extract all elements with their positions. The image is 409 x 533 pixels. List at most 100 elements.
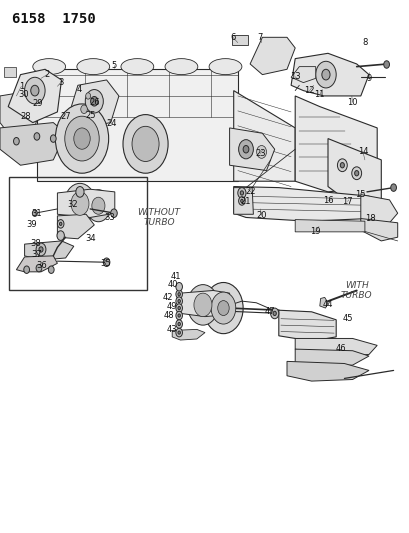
Text: 6: 6 — [229, 33, 235, 42]
Text: 41: 41 — [170, 272, 180, 280]
Circle shape — [217, 301, 229, 316]
Text: 40: 40 — [167, 280, 178, 289]
Text: 20: 20 — [256, 211, 266, 220]
Polygon shape — [37, 69, 237, 181]
Text: 8: 8 — [361, 38, 367, 47]
Polygon shape — [294, 220, 364, 232]
Text: 18: 18 — [364, 214, 375, 223]
Text: 35: 35 — [100, 259, 111, 268]
Text: 45: 45 — [342, 314, 352, 323]
Circle shape — [74, 128, 90, 149]
Circle shape — [178, 322, 180, 326]
Circle shape — [132, 126, 159, 161]
Polygon shape — [4, 67, 16, 77]
Circle shape — [175, 297, 182, 305]
Text: 6158  1750: 6158 1750 — [12, 12, 96, 26]
Text: 44: 44 — [322, 301, 333, 309]
Text: 10: 10 — [346, 98, 357, 107]
Circle shape — [383, 61, 389, 68]
Circle shape — [175, 320, 182, 328]
Circle shape — [65, 116, 99, 161]
Text: 48: 48 — [164, 311, 174, 320]
Circle shape — [36, 264, 42, 272]
Text: 7: 7 — [257, 33, 263, 42]
Polygon shape — [249, 37, 294, 75]
Text: 46: 46 — [335, 344, 346, 353]
Circle shape — [175, 290, 182, 298]
Polygon shape — [360, 195, 397, 223]
Text: 3: 3 — [58, 78, 63, 87]
Text: 26: 26 — [89, 98, 99, 107]
Text: 33: 33 — [104, 213, 115, 222]
Polygon shape — [233, 187, 376, 221]
Polygon shape — [233, 188, 253, 214]
Text: 16: 16 — [322, 196, 333, 205]
Circle shape — [57, 231, 64, 240]
Circle shape — [178, 314, 180, 317]
Text: 22: 22 — [245, 188, 256, 196]
Ellipse shape — [209, 59, 241, 75]
Circle shape — [187, 285, 218, 325]
Polygon shape — [180, 290, 229, 317]
Circle shape — [178, 306, 180, 310]
Circle shape — [193, 293, 211, 317]
Polygon shape — [286, 361, 368, 381]
Text: 25: 25 — [85, 111, 96, 119]
Circle shape — [57, 220, 64, 228]
Text: 28: 28 — [20, 112, 31, 120]
Text: 21: 21 — [240, 197, 251, 206]
Circle shape — [64, 183, 95, 224]
Circle shape — [76, 187, 84, 197]
Text: 9: 9 — [366, 75, 371, 83]
Text: 39: 39 — [27, 221, 37, 229]
Circle shape — [71, 192, 89, 215]
Ellipse shape — [33, 59, 65, 75]
Circle shape — [32, 210, 37, 216]
Circle shape — [178, 300, 180, 303]
Circle shape — [110, 209, 117, 217]
Circle shape — [103, 258, 110, 266]
Text: 23: 23 — [254, 149, 265, 158]
Bar — [9, 177, 146, 290]
Polygon shape — [290, 53, 368, 96]
Circle shape — [39, 247, 43, 252]
Polygon shape — [231, 35, 247, 45]
Text: 29: 29 — [32, 99, 43, 108]
Polygon shape — [172, 329, 204, 340]
Circle shape — [315, 61, 335, 88]
Circle shape — [13, 138, 19, 145]
Circle shape — [203, 282, 243, 334]
Polygon shape — [319, 297, 327, 308]
Text: 17: 17 — [342, 197, 352, 206]
Circle shape — [85, 93, 90, 99]
Circle shape — [237, 188, 245, 198]
Polygon shape — [16, 256, 57, 272]
Circle shape — [36, 243, 46, 256]
Ellipse shape — [77, 59, 110, 75]
Ellipse shape — [121, 59, 153, 75]
Text: 36: 36 — [36, 261, 47, 270]
Text: 30: 30 — [18, 91, 29, 99]
Circle shape — [59, 222, 62, 225]
Circle shape — [390, 184, 396, 191]
Polygon shape — [25, 241, 74, 260]
Text: 2: 2 — [45, 70, 49, 79]
Circle shape — [123, 115, 168, 173]
Polygon shape — [290, 67, 315, 83]
Circle shape — [25, 77, 45, 104]
Circle shape — [55, 104, 108, 173]
Circle shape — [211, 292, 235, 324]
Text: WITH
TURBO: WITH TURBO — [340, 281, 372, 300]
Polygon shape — [57, 214, 94, 239]
Polygon shape — [294, 96, 376, 192]
Polygon shape — [57, 189, 115, 217]
Circle shape — [272, 311, 276, 316]
Text: 5: 5 — [111, 61, 116, 69]
Text: 27: 27 — [60, 112, 71, 120]
Text: 13: 13 — [289, 72, 300, 81]
Circle shape — [178, 331, 180, 334]
Circle shape — [34, 133, 40, 140]
Circle shape — [24, 266, 29, 273]
Text: 47: 47 — [264, 308, 274, 316]
Circle shape — [238, 140, 253, 159]
